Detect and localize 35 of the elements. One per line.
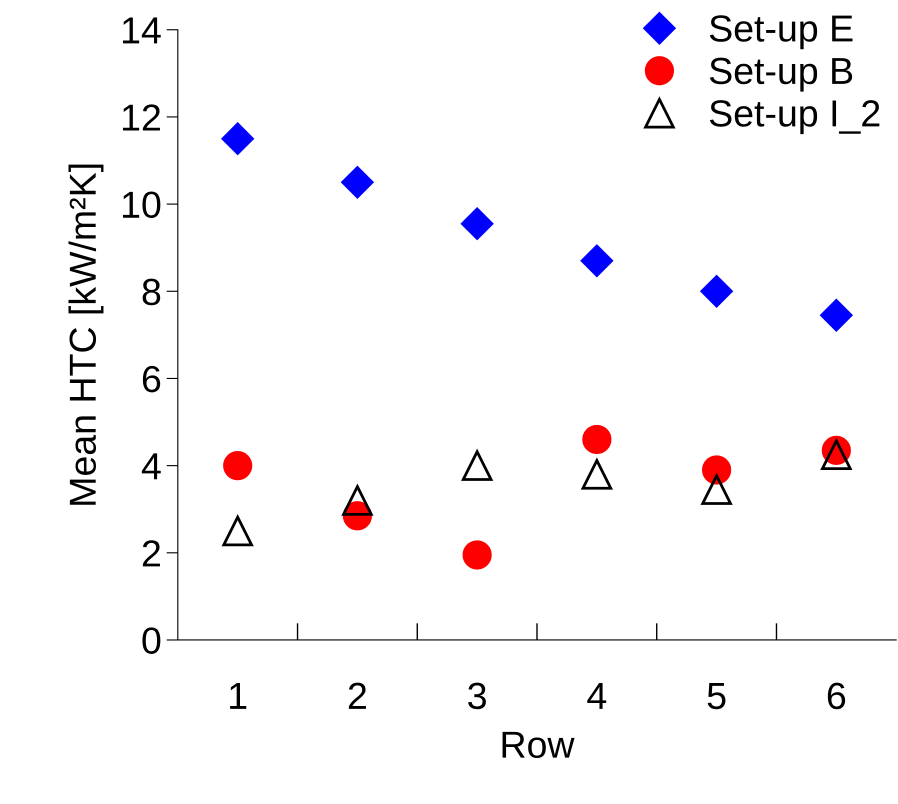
point bbox=[460, 207, 494, 240]
point bbox=[701, 474, 732, 505]
y-tick-label: 14 bbox=[122, 18, 161, 44]
legend-label: Set-up E bbox=[710, 15, 852, 50]
y-tick-label: 10 bbox=[122, 192, 160, 218]
x-tick-label: 4 bbox=[587, 683, 606, 709]
x-tick-label: 5 bbox=[708, 683, 726, 710]
x-tick-label: 3 bbox=[468, 682, 486, 710]
legend-label: Set-up B bbox=[710, 58, 852, 92]
y-tick-label: 2 bbox=[142, 540, 160, 566]
legend-label: Set-up I_2 bbox=[710, 100, 880, 134]
point bbox=[342, 485, 373, 516]
x-tick-label: 6 bbox=[828, 682, 846, 710]
x-axis-title: Row bbox=[502, 732, 575, 758]
point bbox=[223, 451, 252, 480]
x-tick-label: 2 bbox=[348, 682, 366, 709]
point bbox=[462, 540, 492, 570]
point bbox=[221, 122, 254, 156]
y-tick-label: 8 bbox=[142, 278, 160, 306]
point bbox=[582, 459, 612, 490]
y-tick-label: 12 bbox=[122, 104, 160, 131]
point bbox=[582, 424, 612, 454]
point bbox=[462, 450, 492, 481]
point bbox=[821, 439, 852, 470]
point bbox=[702, 455, 732, 485]
y-tick-label: 0 bbox=[142, 627, 160, 654]
y-tick-label: 6 bbox=[142, 366, 160, 392]
x-tick-label: 1 bbox=[230, 683, 246, 709]
y-tick-label: 4 bbox=[142, 453, 161, 480]
y-axis-title: Mean HTC [kW/m²K] bbox=[68, 164, 104, 505]
point bbox=[700, 274, 734, 308]
point bbox=[820, 298, 853, 332]
point bbox=[222, 516, 253, 546]
point bbox=[580, 244, 614, 278]
point bbox=[340, 166, 374, 199]
